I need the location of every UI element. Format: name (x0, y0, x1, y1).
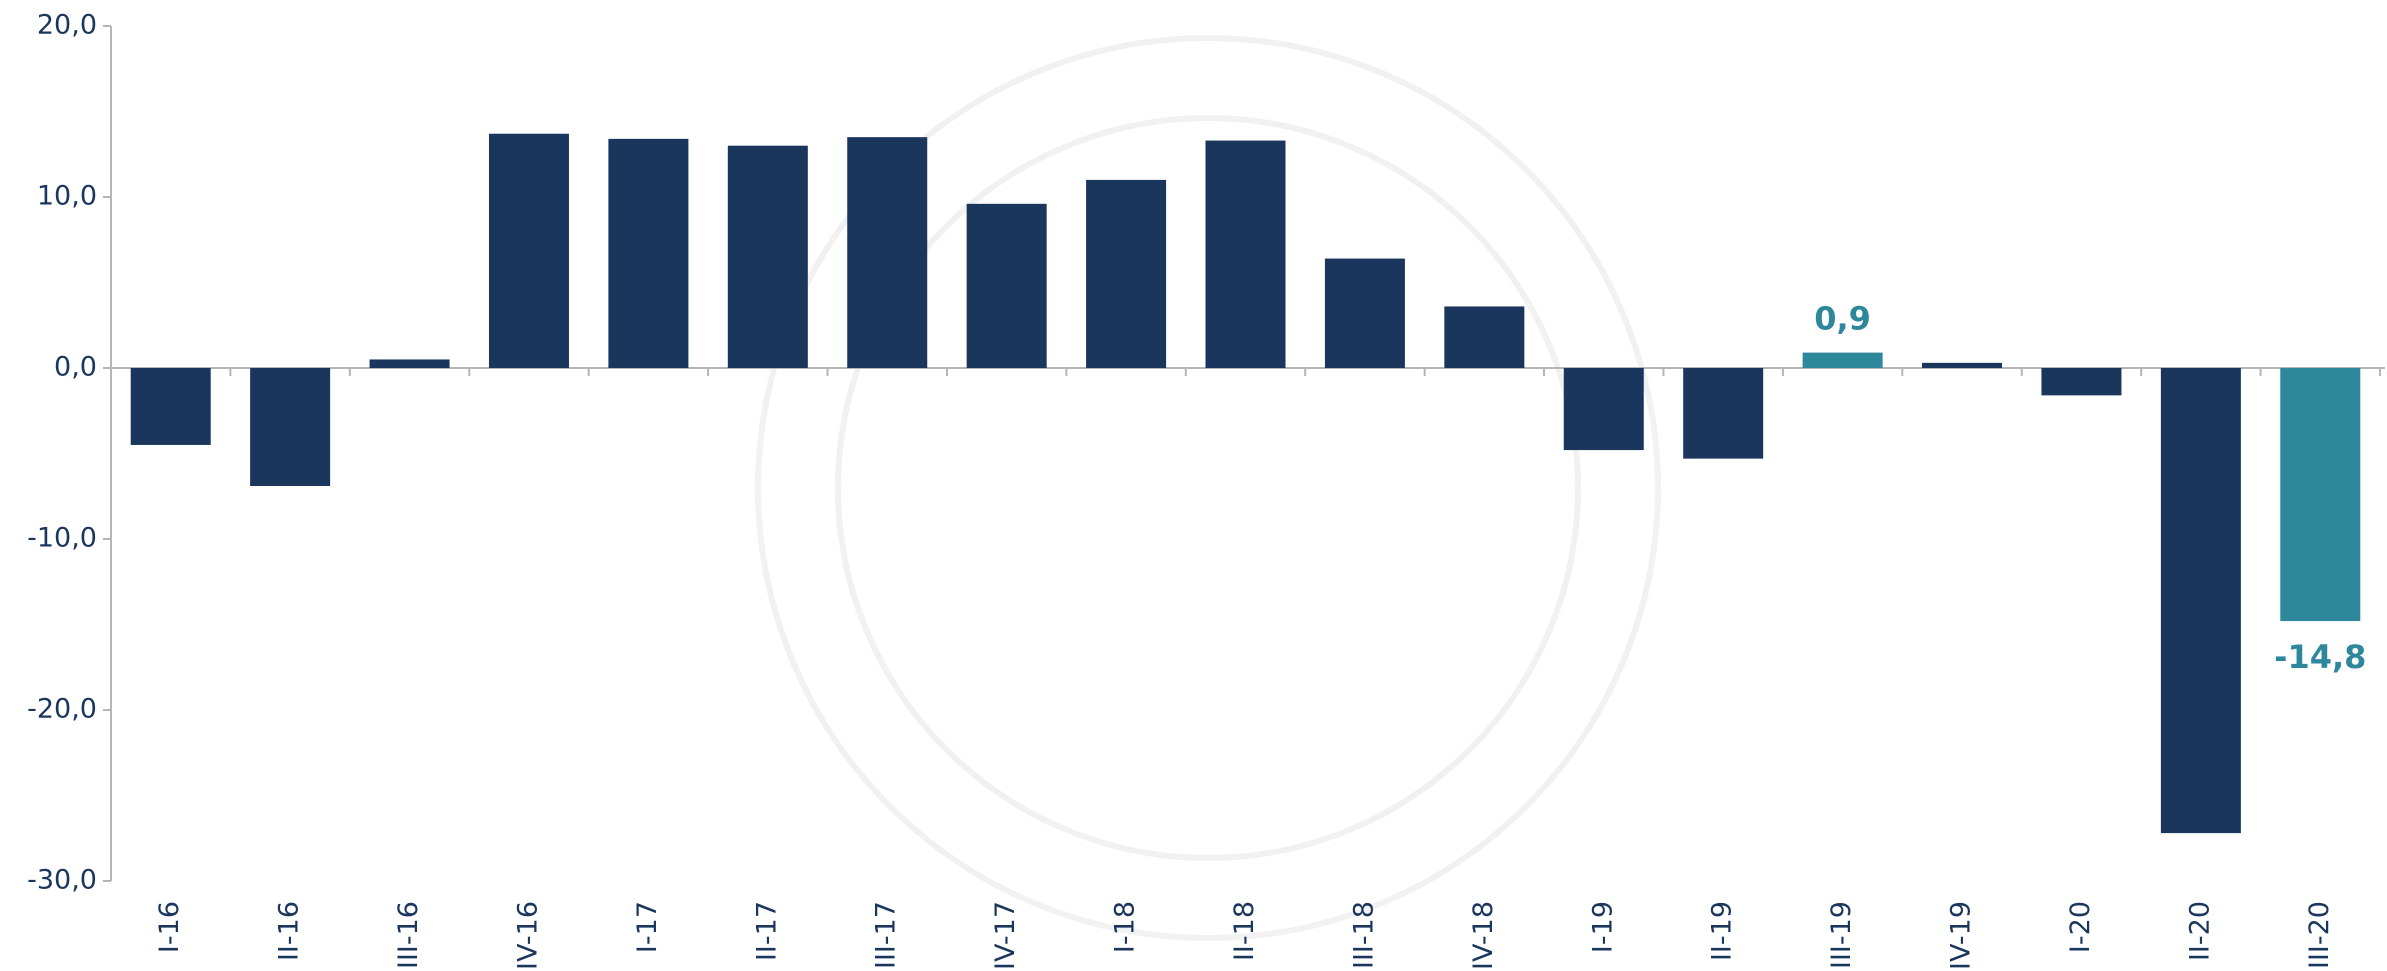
bar (727, 145, 808, 368)
bar (1324, 258, 1405, 368)
x-tick-label: IV-17 (990, 901, 1021, 970)
x-tick-label: II-18 (1229, 901, 1260, 961)
bar (1922, 362, 2003, 368)
bar (1205, 140, 1286, 368)
x-tick-label: IV-18 (1468, 901, 1499, 970)
x-tick-label: III-16 (393, 901, 424, 969)
x-tick-label: II-19 (1707, 901, 1738, 961)
x-tick-label: III-20 (2304, 901, 2335, 969)
bar (1683, 368, 1764, 459)
y-tick-label: 0,0 (54, 352, 97, 383)
bar (1802, 352, 1883, 368)
x-tick-label: II-16 (274, 901, 305, 961)
bar (369, 359, 450, 368)
bar (1086, 179, 1167, 368)
value-label: 0,9 (1814, 300, 1871, 338)
bar (250, 368, 331, 486)
bar (488, 133, 569, 368)
y-tick-label: -20,0 (27, 694, 97, 725)
bar (966, 203, 1047, 368)
x-tick-label: I-19 (1587, 901, 1618, 953)
x-tick-label: IV-19 (1946, 901, 1977, 970)
x-tick-label: I-18 (1110, 901, 1141, 953)
x-tick-label: III-17 (871, 901, 902, 969)
y-tick-label: 10,0 (37, 181, 97, 212)
x-tick-label: I-16 (154, 901, 185, 953)
y-tick-label: -30,0 (27, 865, 97, 896)
bar (847, 137, 928, 368)
bar (2041, 368, 2122, 396)
x-tick-label: IV-16 (512, 901, 543, 970)
x-tick-label: III-18 (1348, 901, 1379, 969)
x-tick-label: III-19 (1826, 901, 1857, 969)
x-tick-label: II-17 (751, 901, 782, 961)
y-tick-label: 20,0 (37, 10, 97, 41)
y-tick-label: -10,0 (27, 523, 97, 554)
bar (130, 368, 211, 445)
x-tick-label: II-20 (2184, 901, 2215, 961)
watermark (755, 35, 1661, 941)
bar (2160, 368, 2241, 834)
value-label: -14,8 (2274, 638, 2366, 676)
bar (2280, 368, 2361, 622)
bar (1444, 306, 1525, 368)
x-tick-label: I-17 (632, 901, 663, 953)
x-tick-label: I-20 (2065, 901, 2096, 953)
bar (1563, 368, 1644, 451)
bar (608, 138, 689, 368)
